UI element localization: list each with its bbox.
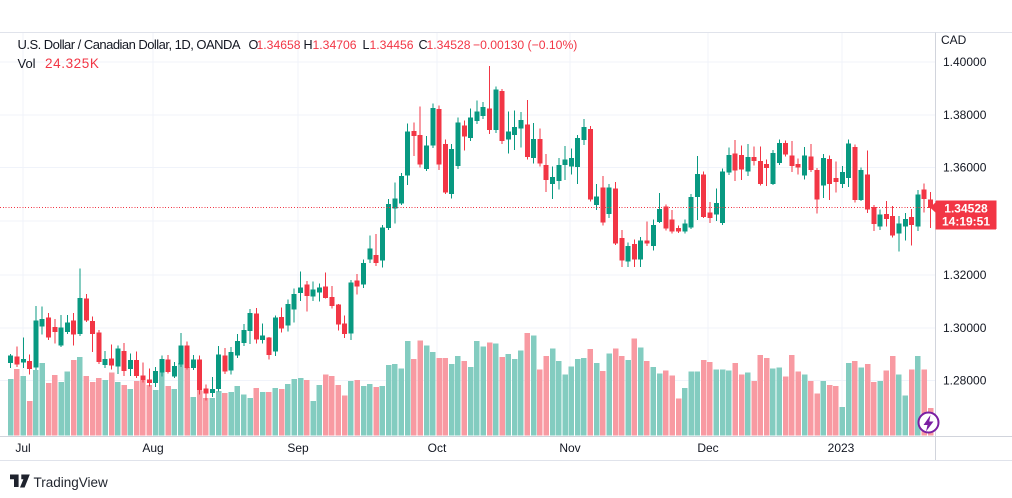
svg-text:1.40000: 1.40000: [943, 55, 987, 69]
svg-text:24.325K: 24.325K: [45, 56, 100, 71]
svg-text:Nov: Nov: [559, 441, 580, 455]
svg-text:2023: 2023: [828, 441, 855, 455]
svg-text:1.34528: 1.34528: [427, 38, 471, 52]
svg-text:1.36000: 1.36000: [943, 161, 987, 175]
svg-text:Sep: Sep: [287, 441, 309, 455]
svg-text:C: C: [419, 38, 428, 52]
svg-text:1.34456: 1.34456: [370, 38, 414, 52]
svg-text:1.28000: 1.28000: [943, 374, 987, 388]
svg-text:Aug: Aug: [142, 441, 163, 455]
svg-text:L: L: [363, 38, 370, 52]
svg-text:O: O: [249, 38, 259, 52]
svg-text:Vol: Vol: [18, 56, 36, 71]
svg-text:1.30000: 1.30000: [943, 321, 987, 335]
svg-text:Dec: Dec: [697, 441, 718, 455]
svg-text:−0.00130 (−0.10%): −0.00130 (−0.10%): [473, 38, 577, 52]
svg-text:TradingView: TradingView: [34, 475, 109, 490]
svg-text:14:19:51: 14:19:51: [942, 215, 990, 229]
svg-text:1.34658: 1.34658: [257, 38, 301, 52]
svg-text:Oct: Oct: [428, 441, 447, 455]
svg-text:CAD: CAD: [941, 33, 967, 47]
svg-text:1.32000: 1.32000: [943, 268, 987, 282]
svg-text:U.S. Dollar / Canadian Dollar,: U.S. Dollar / Canadian Dollar, 1D, OANDA: [18, 37, 241, 52]
svg-text:H: H: [304, 38, 313, 52]
svg-text:1.38000: 1.38000: [943, 108, 987, 122]
svg-text:Jul: Jul: [15, 441, 30, 455]
svg-text:1.34528: 1.34528: [944, 202, 988, 216]
svg-text:1.34706: 1.34706: [313, 38, 357, 52]
